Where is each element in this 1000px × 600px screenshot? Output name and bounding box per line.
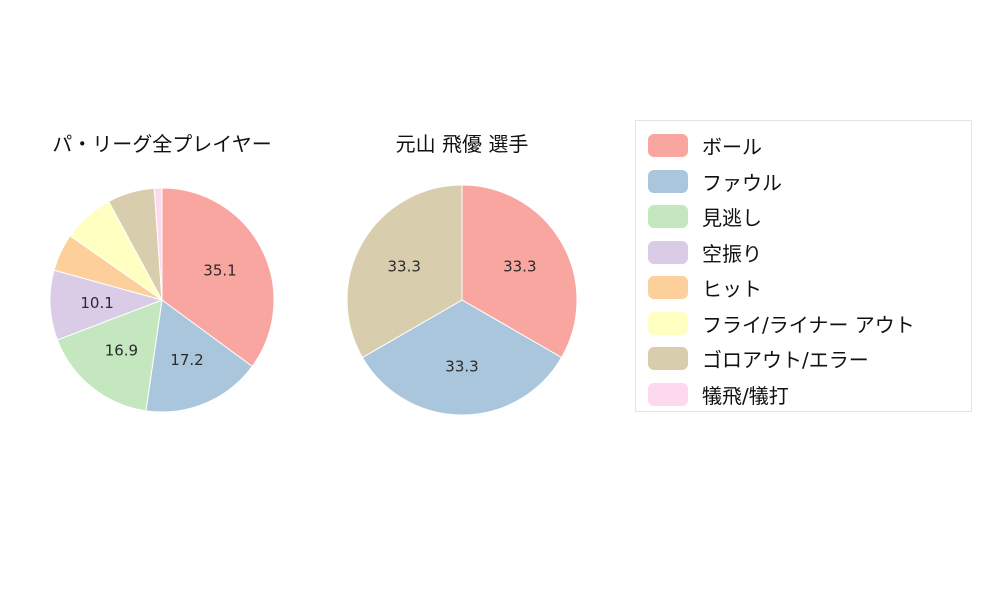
legend-item: 空振り	[648, 235, 971, 271]
legend-label: 犠飛/犠打	[702, 383, 789, 408]
pie-slice	[161, 187, 275, 368]
legend-swatch-icon	[648, 382, 688, 406]
pie-slice-value-label: 33.3	[503, 258, 536, 276]
legend-item: ファウル	[648, 164, 971, 200]
legend-item: 犠飛/犠打	[648, 377, 971, 413]
legend-item: ボール	[648, 128, 971, 164]
legend-swatch-icon	[648, 240, 688, 264]
legend-label: ヒット	[702, 277, 762, 302]
legend-label: 見逃し	[702, 206, 762, 231]
legend-item: ヒット	[648, 270, 971, 306]
legend-swatch-icon	[648, 311, 688, 335]
legend-item: ゴロアウト/エラー	[648, 341, 971, 377]
pie-slice-value-label: 33.3	[445, 358, 478, 376]
pie-slice-value-label: 17.2	[170, 351, 203, 369]
pie-slice	[346, 184, 463, 359]
legend-box: ボールファウル見逃し空振りヒットフライ/ライナー アウト ゴロアウト/エラー 犠飛/…	[635, 120, 972, 412]
pie-slice-value-label: 35.1	[203, 262, 236, 280]
legend-item: フライ/ライナー アウト	[648, 306, 971, 342]
legend-label: フライ/ライナー アウト	[702, 312, 915, 337]
legend-swatch-icon	[648, 205, 688, 229]
left-pie-title: パ・リーグ全プレイヤー	[52, 132, 272, 156]
pie-slice	[153, 187, 163, 301]
pie-slice	[361, 299, 563, 416]
pie-slice	[56, 299, 163, 412]
legend-swatch-icon	[648, 169, 688, 193]
right-pie-title: 元山 飛優 選手	[395, 132, 529, 156]
pie-slice-value-label: 10.1	[80, 294, 113, 312]
legend-label: ゴロアウト/エラー	[702, 348, 869, 373]
pie-slice	[461, 184, 578, 359]
legend-label: ボール	[702, 135, 762, 160]
legend-item: 見逃し	[648, 199, 971, 235]
legend-swatch-icon	[648, 276, 688, 300]
legend-swatch-icon	[648, 134, 688, 158]
legend-label: 空振り	[702, 241, 762, 266]
pie-slice	[49, 269, 164, 341]
legend-swatch-icon	[648, 347, 688, 371]
legend-label: ファウル	[702, 170, 782, 195]
pie-slice-value-label: 16.9	[105, 342, 138, 360]
pie-slice-value-label: 33.3	[387, 258, 420, 276]
pie-slice	[145, 299, 253, 413]
